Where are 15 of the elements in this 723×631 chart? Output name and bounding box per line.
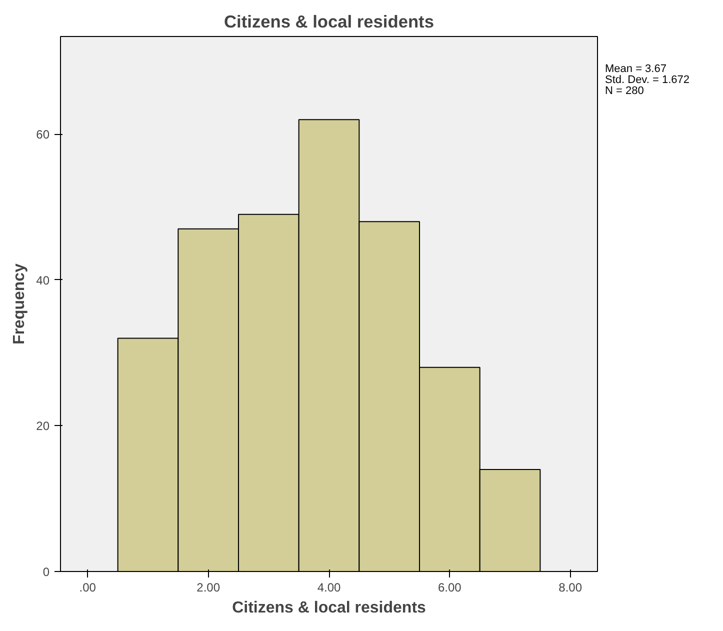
chart-title: Citizens & local residents bbox=[224, 12, 434, 32]
y-tick-label: 40 bbox=[36, 273, 50, 288]
x-tick-label: 6.00 bbox=[438, 580, 462, 594]
y-tick-label: 60 bbox=[36, 128, 50, 142]
text: N = 280 bbox=[605, 85, 644, 97]
text: Mean = 3.67 bbox=[605, 63, 666, 75]
y-tick-label: 0 bbox=[42, 565, 50, 579]
y-axis-title: Frequency bbox=[11, 263, 28, 344]
y-tick-label: 20 bbox=[36, 419, 50, 434]
x-tick-label: 4.00 bbox=[317, 580, 342, 594]
x-tick-label: 2.00 bbox=[196, 580, 220, 594]
x-tick-label: 8.00 bbox=[558, 580, 582, 594]
x-tick-label: .00 bbox=[79, 580, 96, 594]
text: Std. Dev. = 1.672 bbox=[605, 74, 690, 86]
x-axis-title: Citizens & local residents bbox=[232, 600, 426, 616]
